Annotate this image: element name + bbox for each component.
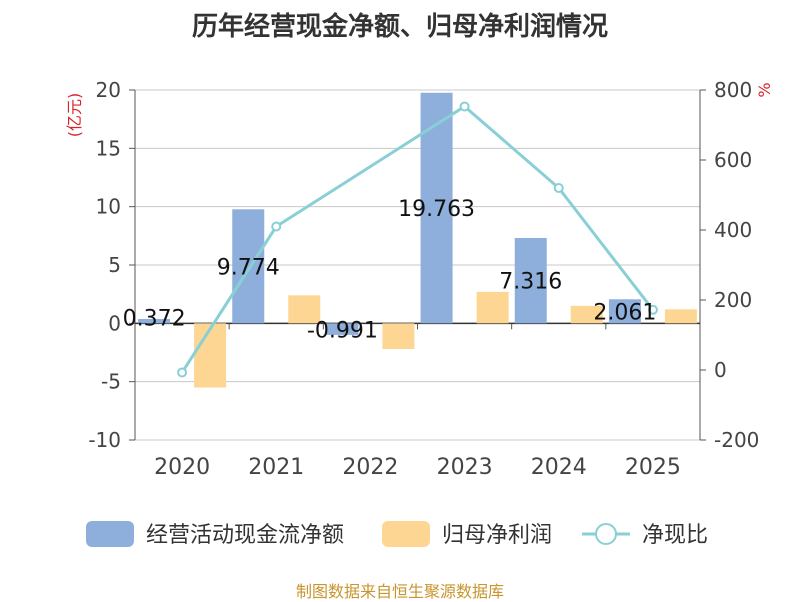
y-axis-unit: (亿元) [65, 93, 84, 138]
y2-tick-label: 200 [714, 288, 752, 312]
net-profit-bar [476, 291, 509, 324]
axes: 20 15 10 5 0 -5 -10 800 600 400 200 0 -200 (亿元)% 2020 2… [65, 78, 774, 480]
y-tick-label: -10 [88, 428, 121, 452]
y2-tick-label: 600 [714, 148, 752, 172]
ratio-line-segment [557, 187, 655, 311]
cash-flow-value-label: 7.316 [499, 270, 562, 295]
y2-tick-label: 0 [714, 358, 727, 382]
ratio-line-segment [275, 105, 466, 228]
chart-title: 历年经营现金净额、归母净利润情况 [191, 12, 608, 42]
x-tick-label: 2020 [154, 455, 210, 480]
net-profit-bar [194, 323, 227, 388]
x-tick-label: 2023 [437, 455, 493, 480]
net-profit-bar [382, 323, 415, 349]
legend-net-profit-swatch [382, 521, 430, 547]
y-tick-label: -5 [101, 370, 121, 394]
legend-net-profit-label: 归母净利润 [442, 523, 552, 548]
ratio-point [553, 183, 564, 193]
cash-flow-bar [514, 237, 547, 324]
x-tick-label: 2025 [625, 455, 681, 480]
ratio-line-segment [180, 225, 278, 374]
x-tick-label: 2021 [248, 455, 304, 480]
net-profit-bar [570, 305, 603, 324]
ratio-point [647, 304, 658, 315]
cash-flow-value-label: 19.763 [398, 197, 475, 222]
grid-lines [135, 89, 700, 441]
bar-series [138, 92, 697, 388]
net-profit-bar [664, 309, 697, 324]
y2-axis-unit: % [755, 82, 774, 97]
cash-flow-value-label: -0.991 [307, 318, 378, 343]
legend-cash-flow-label: 经营活动现金流净额 [146, 523, 344, 548]
y-tick-label: 20 [96, 78, 121, 102]
ratio-point [177, 367, 188, 378]
cash-flow-value-label: 9.774 [217, 255, 280, 280]
y-tick-label: 15 [96, 136, 121, 160]
legend-ratio-label: 净现比 [642, 523, 708, 548]
x-tick-label: 2022 [342, 455, 398, 480]
ratio-line-segment [463, 105, 560, 190]
y-tick-label: 10 [96, 195, 121, 219]
cash-flow-bar [232, 209, 265, 324]
cash-flow-bar [326, 323, 359, 335]
ratio-point [271, 221, 282, 232]
cash-flow-bar [138, 318, 171, 324]
ratio-line-series [177, 101, 658, 378]
data-labels: 0.372 9.774 -0.991 19.763 7.316 2.061 [123, 197, 657, 343]
y-tick-label: 0 [108, 311, 121, 335]
ratio-point [459, 101, 470, 112]
net-profit-bar [288, 295, 321, 324]
y2-tick-label: -200 [714, 428, 759, 452]
legend: 经营活动现金流净额 归母净利润 净现比 [86, 521, 708, 548]
source-note: 制图数据来自恒生聚源数据库 [295, 582, 504, 601]
cash-flow-bar [608, 299, 641, 324]
legend-cash-flow-swatch [86, 521, 134, 547]
y2-tick-label: 400 [714, 218, 752, 242]
cash-flow-value-label: 0.372 [123, 306, 186, 331]
y2-tick-label: 800 [714, 78, 752, 102]
y-tick-label: 5 [108, 253, 121, 277]
x-tick-label: 2024 [531, 455, 587, 480]
cash-flow-value-label: 2.061 [593, 300, 656, 325]
legend-ratio-marker [595, 523, 617, 545]
